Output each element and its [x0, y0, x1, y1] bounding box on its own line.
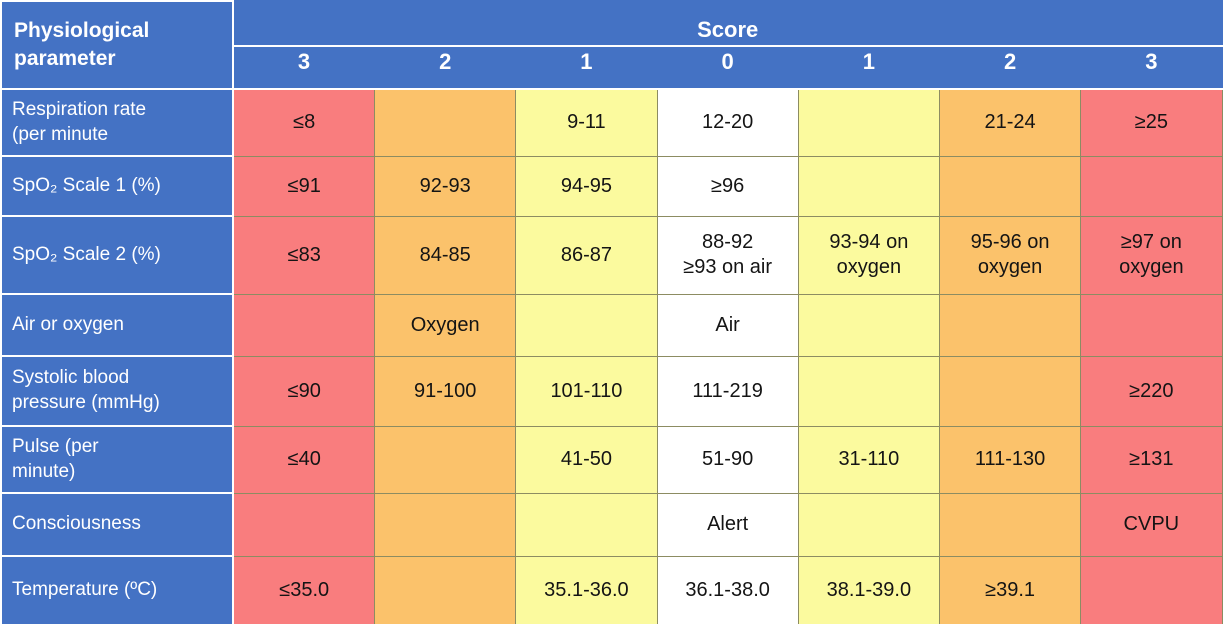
score-cell: 84-85 [374, 215, 517, 295]
score-cell: ≥97 on oxygen [1080, 215, 1223, 295]
table-row: Respiration rate (per minute ≤8 9-11 12-20 2… [0, 88, 1223, 157]
score-cell: 12-20 [656, 88, 799, 157]
score-cell: 31-110 [797, 425, 940, 494]
score-cell: 41-50 [515, 425, 658, 494]
score-cell [938, 355, 1082, 427]
header-row-score: Physiological parameter Score [0, 0, 1223, 90]
score-cell: 9-11 [515, 88, 658, 157]
score-cell: 95-96 on oxygen [938, 215, 1082, 295]
score-cell: 21-24 [938, 88, 1082, 157]
score-cell [797, 492, 940, 557]
score-cell: 36.1-38.0 [656, 555, 799, 624]
score-column-1-right: 1 [797, 45, 941, 90]
score-cell [515, 492, 658, 557]
score-cell [515, 293, 658, 357]
score-cell [1080, 155, 1223, 217]
score-cell: 35.1-36.0 [515, 555, 658, 624]
table-row: Temperature (ºC) ≤35.0 35.1-36.0 36.1-38.0 3… [0, 555, 1223, 624]
score-cell: 88-92 ≥93 on air [656, 215, 799, 295]
score-cell [374, 492, 517, 557]
table-row: Consciousness Alert CVPU [0, 492, 1223, 557]
score-cell: ≥25 [1080, 88, 1223, 157]
score-cell [374, 88, 517, 157]
score-cell [938, 155, 1082, 217]
header-row-score-numbers: 3 2 1 0 1 2 3 [1, 45, 1223, 90]
score-cell: 38.1-39.0 [797, 555, 940, 624]
score-cell: ≥131 [1080, 425, 1223, 494]
table-row: Air or oxygen Oxygen Air [0, 293, 1223, 357]
row-label: Air or oxygen [0, 293, 235, 357]
score-cell [232, 293, 376, 357]
score-column-1-left: 1 [514, 45, 659, 90]
score-cell: Oxygen [374, 293, 517, 357]
score-cell: 101-110 [515, 355, 658, 427]
score-cell [797, 293, 940, 357]
score-column-2-left: 2 [373, 45, 517, 90]
score-cell: 94-95 [515, 155, 658, 217]
table-header: Physiological parameter Score 3 2 1 0 1 … [0, 0, 1223, 90]
table-row: Pulse (per minute) ≤40 41-50 51-90 31-110 111… [0, 425, 1223, 494]
score-cell [797, 355, 940, 427]
row-label: SpO₂ Scale 1 (%) [0, 155, 235, 217]
row-label: Temperature (ºC) [0, 555, 235, 624]
score-cell [797, 88, 940, 157]
corner-header-physiological-parameter: Physiological parameter [0, 0, 235, 90]
score-cell: ≤35.0 [232, 555, 376, 624]
table-body: Respiration rate (per minute ≤8 9-11 12-20 2… [0, 88, 1223, 624]
score-column-3-left: 3 [232, 45, 376, 90]
score-cell [797, 155, 940, 217]
score-header: Score [232, 0, 1223, 47]
score-cell: ≥220 [1080, 355, 1223, 427]
score-cell: ≤83 [232, 215, 376, 295]
score-cell: ≤90 [232, 355, 376, 427]
score-cell: 51-90 [656, 425, 799, 494]
score-cell: ≤8 [232, 88, 376, 157]
score-cell [232, 492, 376, 557]
score-cell [938, 492, 1082, 557]
score-cell [1080, 555, 1223, 624]
score-cell [938, 293, 1082, 357]
score-cell: 92-93 [374, 155, 517, 217]
table-row: SpO₂ Scale 2 (%) ≤83 84-85 86-87 88-92 ≥93 o… [0, 215, 1223, 295]
row-label: Pulse (per minute) [0, 425, 235, 494]
table-row: Systolic blood pressure (mmHg) ≤90 91-100 1… [0, 355, 1223, 427]
row-label: Respiration rate (per minute [0, 88, 235, 157]
score-cell [374, 555, 517, 624]
score-cell: 86-87 [515, 215, 658, 295]
score-cell [1080, 293, 1223, 357]
score-cell: ≥39.1 [938, 555, 1082, 624]
score-cell: 111-219 [656, 355, 799, 427]
table-row: SpO₂ Scale 1 (%) ≤91 92-93 94-95 ≥96 [0, 155, 1223, 217]
score-cell: ≥96 [656, 155, 799, 217]
score-column-0: 0 [656, 45, 800, 90]
row-label: SpO₂ Scale 2 (%) [0, 215, 235, 295]
row-label: Systolic blood pressure (mmHg) [0, 355, 235, 427]
score-cell: 93-94 on oxygen [797, 215, 940, 295]
score-cell: 91-100 [374, 355, 517, 427]
score-cell [374, 425, 517, 494]
score-column-2-right: 2 [938, 45, 1082, 90]
score-cell: ≤91 [232, 155, 376, 217]
row-label: Consciousness [0, 492, 235, 557]
score-cell: ≤40 [232, 425, 376, 494]
score-cell: Alert [656, 492, 799, 557]
score-cell: 111-130 [938, 425, 1082, 494]
score-cell: Air [656, 293, 799, 357]
score-column-3-right: 3 [1079, 45, 1223, 90]
score-cell: CVPU [1080, 492, 1223, 557]
